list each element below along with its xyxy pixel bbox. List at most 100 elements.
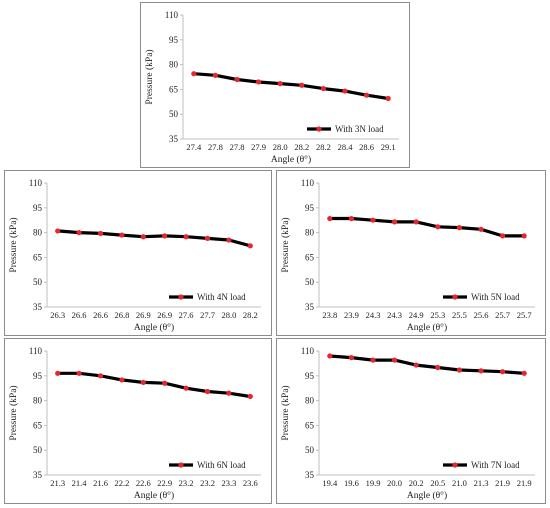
data-point: [342, 88, 348, 94]
x-tick-label: 27.8: [230, 142, 245, 152]
y-tick-label: 95: [33, 203, 43, 213]
chart-panel-5n-load: 35 50 65 80 95 110 23.8 23.9 24.3 24.3 24.9 25.3 25.…: [276, 170, 546, 336]
x-tick-label: 26.8: [114, 310, 129, 320]
chart-svg: 35 50 65 80 95 110 27.4 27.8 27.8 27.9 28.0 28.2 28.…: [144, 10, 399, 165]
chart-svg: 35 50 65 80 95 110 26.3 26.6 26.6 26.8 26.9 26.9 27.…: [8, 178, 261, 333]
x-tick-label: 26.9: [157, 310, 172, 320]
data-point: [234, 76, 240, 83]
data-point: [119, 377, 125, 383]
y-tick-label: 65: [33, 420, 43, 430]
legend-marker-swatch: [178, 294, 184, 300]
y-tick-label: 50: [169, 109, 179, 119]
data-point: [204, 388, 211, 395]
x-tick-label: 19.9: [366, 478, 381, 488]
x-tick-label: 20.2: [409, 478, 424, 488]
y-axis-title: Pressure (kPa): [144, 49, 155, 104]
x-tick-label: 21.9: [517, 478, 532, 488]
data-point: [256, 79, 262, 85]
data-point: [521, 370, 527, 376]
x-tick-label: 21.4: [72, 478, 88, 488]
x-tick-label: 26.3: [50, 310, 65, 320]
x-tick-label: 20.5: [430, 478, 445, 488]
data-point: [76, 230, 82, 236]
y-tick-label: 95: [305, 203, 315, 213]
data-point: [97, 373, 104, 379]
data-point: [456, 225, 462, 231]
data-point: [478, 368, 484, 374]
data-point: [247, 393, 253, 400]
data-point: [413, 362, 419, 368]
data-point: [327, 353, 333, 359]
y-tick-label: 80: [305, 228, 315, 238]
y-tick-label: 50: [305, 445, 315, 455]
x-tick-label: 26.6: [72, 310, 87, 320]
x-tick-label: 27.9: [251, 142, 266, 152]
data-point: [370, 217, 376, 223]
series-line: [56, 229, 252, 248]
data-point: [212, 72, 218, 78]
data-point: [299, 82, 305, 88]
data-point: [392, 357, 398, 363]
y-tick-label: 80: [33, 228, 43, 238]
y-tick-label: 110: [301, 178, 315, 188]
y-tick-label: 95: [305, 371, 315, 381]
data-point: [76, 370, 82, 376]
x-tick-label: 23.2: [179, 478, 194, 488]
y-tick-label: 50: [33, 445, 43, 455]
y-tick-label: 110: [301, 346, 315, 356]
data-point: [435, 224, 441, 230]
legend-label: With 6N load: [197, 460, 246, 470]
x-tick-label: 22.6: [136, 478, 151, 488]
x-tick-label: 26.6: [93, 310, 108, 320]
chart-panel-7n-load: 35 50 65 80 95 110 19.4 19.6 19.9 20.0 20.2 20.5 21.…: [276, 338, 546, 504]
x-tick-label: 28.0: [221, 310, 236, 320]
x-tick-label: 25.5: [452, 310, 467, 320]
x-tick-label: 28.2: [316, 142, 331, 152]
x-tick-label: 25.6: [474, 310, 489, 320]
x-tick-label: 26.9: [136, 310, 151, 320]
data-point: [364, 92, 370, 98]
data-point: [500, 233, 506, 239]
x-tick-label: 19.4: [322, 478, 338, 488]
y-tick-label: 110: [29, 346, 43, 356]
x-tick-label: 27.4: [186, 142, 202, 152]
data-point: [385, 95, 391, 102]
data-point: [478, 226, 484, 232]
legend-label: With 4N load: [197, 292, 246, 302]
data-point: [413, 219, 419, 225]
y-tick-label: 80: [305, 396, 315, 406]
data-point: [162, 233, 168, 239]
x-tick-label: 21.3: [474, 478, 489, 488]
y-tick-label: 95: [169, 35, 179, 45]
y-axis-title: Pressure (kPa): [8, 385, 19, 440]
chart-svg: 35 50 65 80 95 110 23.8 23.9 24.3 24.3 24.9 25.3 25.…: [280, 178, 535, 333]
x-tick-label: 24.3: [366, 310, 381, 320]
x-tick-label: 21.3: [50, 478, 65, 488]
x-tick-label: 20.0: [387, 478, 402, 488]
x-tick-label: 27.6: [179, 310, 194, 320]
y-tick-label: 50: [33, 277, 43, 287]
data-point: [97, 230, 104, 237]
chart-panel-6n-load: 35 50 65 80 95 110 21.3 21.4 21.6 22.2 22.6 22.9 23.…: [4, 338, 272, 504]
data-point: [348, 215, 354, 222]
chart-svg: 35 50 65 80 95 110 19.4 19.6 19.9 20.0 20.2 20.5 21.…: [280, 346, 535, 501]
data-point: [500, 369, 506, 375]
x-tick-label: 23.3: [221, 478, 236, 488]
x-tick-label: 25.7: [495, 310, 510, 320]
x-tick-label: 23.6: [243, 478, 258, 488]
x-axis-title: Angle (θ°): [134, 490, 174, 501]
y-tick-label: 35: [305, 302, 315, 312]
x-tick-label: 22.2: [114, 478, 129, 488]
y-tick-label: 95: [33, 371, 43, 381]
data-point: [521, 233, 527, 239]
x-axis-title: Angle (θ°): [134, 322, 174, 333]
legend-label: With 3N load: [335, 124, 384, 134]
legend-label: With 5N load: [471, 292, 520, 302]
data-point: [140, 234, 146, 240]
data-point: [456, 367, 462, 373]
x-axis-title: Angle (θ°): [407, 490, 447, 501]
data-point: [226, 237, 232, 243]
y-tick-label: 65: [305, 420, 315, 430]
y-tick-label: 80: [33, 396, 43, 406]
data-point: [320, 85, 326, 92]
